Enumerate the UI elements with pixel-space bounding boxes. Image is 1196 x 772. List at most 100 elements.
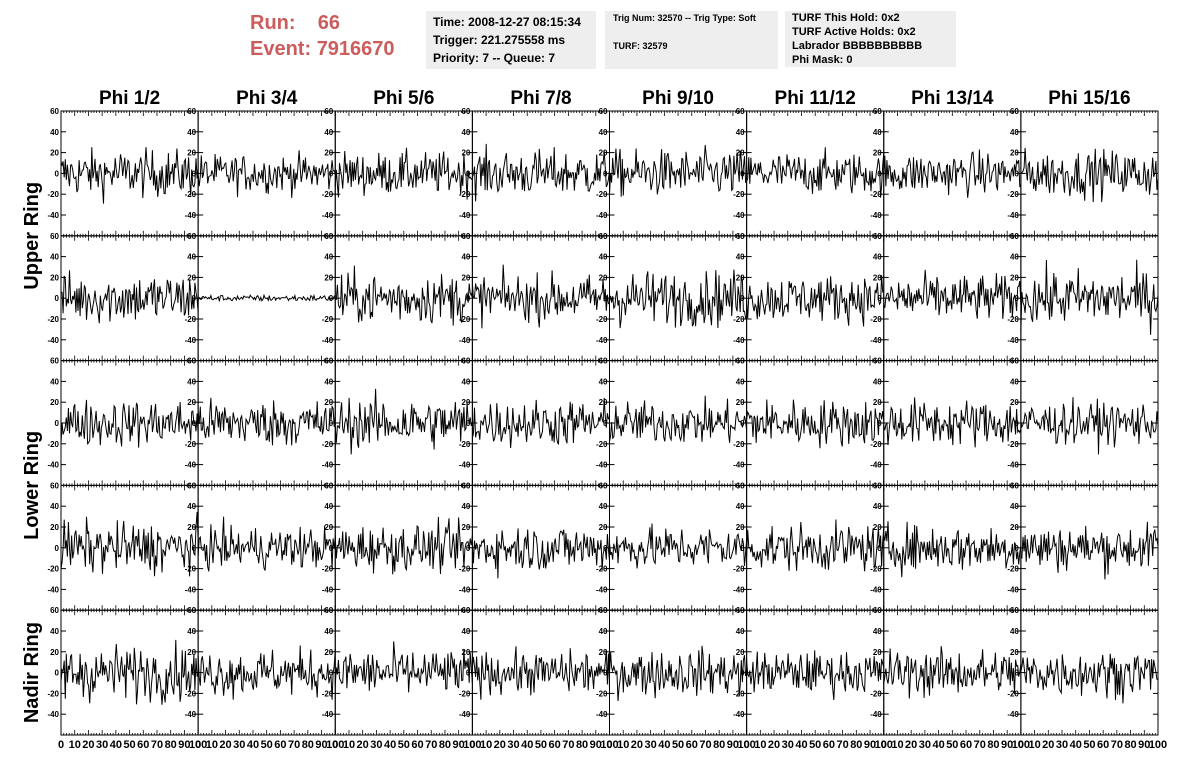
- y-tick-label: -20: [596, 565, 608, 574]
- time-trigger-panel: Time: 2008-12-27 08:15:34 Trigger: 221.2…: [426, 11, 596, 69]
- waveform-trace: [1020, 521, 1159, 580]
- x-tick-label: 40: [521, 739, 533, 751]
- y-tick-label: 40: [873, 502, 882, 511]
- x-tick-label: 70: [1111, 739, 1123, 751]
- y-tick-label: 60: [461, 606, 470, 615]
- y-tick-label: -40: [459, 585, 471, 594]
- y-tick-label: -20: [1007, 565, 1019, 574]
- y-tick-label: -20: [459, 315, 471, 324]
- trig-num-text: Trig Num: 32570 -- Trig Type: Soft: [613, 13, 756, 23]
- y-tick-label: -40: [459, 710, 471, 719]
- y-tick-label: 0: [603, 169, 608, 178]
- y-tick-label: 40: [873, 253, 882, 262]
- y-tick-label: -20: [596, 689, 608, 698]
- x-tick-label: 10: [480, 739, 492, 751]
- y-tick-label: 0: [603, 544, 608, 553]
- y-tick-label: 40: [324, 377, 333, 386]
- y-tick-label: -20: [733, 689, 745, 698]
- y-tick-label: 60: [873, 232, 882, 241]
- y-tick-label: 40: [461, 253, 470, 262]
- y-tick-label: 40: [50, 377, 59, 386]
- y-tick-label: 40: [324, 502, 333, 511]
- y-tick-label: -40: [322, 461, 334, 470]
- y-tick-label: 60: [736, 481, 745, 490]
- x-tick-label: 10: [343, 739, 355, 751]
- x-tick-label: 40: [1070, 739, 1082, 751]
- y-tick-label: 40: [873, 128, 882, 137]
- y-tick-label: 60: [599, 481, 608, 490]
- trigger-text: Trigger: 221.275558 ms: [433, 33, 566, 47]
- y-tick-label: 0: [466, 169, 471, 178]
- waveform-trace: [746, 147, 885, 198]
- y-tick-label: 60: [324, 481, 333, 490]
- y-tick-label: 60: [324, 357, 333, 366]
- time-text: Time: 2008-12-27 08:15:34: [433, 15, 581, 29]
- y-tick-label: 60: [873, 107, 882, 116]
- x-tick-label: 20: [219, 739, 231, 751]
- y-tick-label: 40: [873, 627, 882, 636]
- y-tick-label: -40: [322, 211, 334, 220]
- y-tick-label: 60: [873, 481, 882, 490]
- x-tick-label: 50: [398, 739, 410, 751]
- x-tick-label: 100: [875, 739, 893, 751]
- x-tick-label: 30: [96, 739, 108, 751]
- waveform-trace: [883, 646, 1022, 699]
- ring-title: Upper Ring: [21, 182, 43, 290]
- y-tick-label: 40: [599, 377, 608, 386]
- x-tick-label: 60: [1097, 739, 1109, 751]
- y-tick-label: -20: [870, 190, 882, 199]
- y-tick-label: 60: [50, 107, 59, 116]
- y-tick-label: 20: [599, 149, 608, 158]
- waveform-trace: [883, 397, 1022, 448]
- y-tick-label: 20: [461, 149, 470, 158]
- x-tick-label: 50: [123, 739, 135, 751]
- y-tick-label: 60: [1010, 232, 1019, 241]
- y-tick-label: 20: [736, 398, 745, 407]
- x-tick-label: 70: [151, 739, 163, 751]
- y-tick-label: -40: [185, 336, 197, 345]
- y-tick-label: -40: [870, 585, 882, 594]
- x-tick-label: 10: [754, 739, 766, 751]
- y-tick-label: 40: [736, 253, 745, 262]
- y-tick-label: -40: [733, 211, 745, 220]
- x-tick-label: 20: [768, 739, 780, 751]
- x-tick-label: 40: [795, 739, 807, 751]
- column-title: Phi 11/12: [775, 88, 856, 109]
- y-tick-label: 0: [192, 294, 197, 303]
- run-line: Run: 66: [250, 10, 420, 36]
- waveform-trace: [334, 388, 473, 455]
- x-tick-label: 70: [562, 739, 574, 751]
- y-tick-label: -20: [47, 440, 59, 449]
- x-tick-label: 50: [261, 739, 273, 751]
- y-tick-label: 20: [461, 523, 470, 532]
- y-tick-label: 60: [187, 107, 196, 116]
- y-tick-label: -20: [733, 190, 745, 199]
- y-tick-label: -20: [47, 190, 59, 199]
- y-tick-label: 20: [1010, 648, 1019, 657]
- x-tick-label: 0: [469, 739, 475, 751]
- y-tick-label: 20: [873, 398, 882, 407]
- x-tick-label: 30: [919, 739, 931, 751]
- y-tick-label: 0: [55, 669, 60, 678]
- waveform-trace: [609, 523, 748, 569]
- y-tick-label: 40: [50, 128, 59, 137]
- y-tick-label: -20: [733, 315, 745, 324]
- y-tick-label: 60: [599, 606, 608, 615]
- y-tick-label: 40: [50, 627, 59, 636]
- x-tick-label: 60: [823, 739, 835, 751]
- x-tick-label: 40: [247, 739, 259, 751]
- y-tick-label: 40: [50, 253, 59, 262]
- x-tick-label: 60: [137, 739, 149, 751]
- y-tick-label: 60: [50, 481, 59, 490]
- y-tick-label: -20: [459, 190, 471, 199]
- y-tick-label: -20: [459, 440, 471, 449]
- x-tick-label: 40: [932, 739, 944, 751]
- x-tick-label: 50: [809, 739, 821, 751]
- y-tick-label: 60: [187, 357, 196, 366]
- y-tick-label: 0: [329, 419, 334, 428]
- y-tick-label: -40: [733, 461, 745, 470]
- x-tick-label: 90: [864, 739, 876, 751]
- plot-frame: [471, 360, 610, 486]
- y-tick-label: 0: [603, 669, 608, 678]
- waveform-trace: [746, 399, 885, 449]
